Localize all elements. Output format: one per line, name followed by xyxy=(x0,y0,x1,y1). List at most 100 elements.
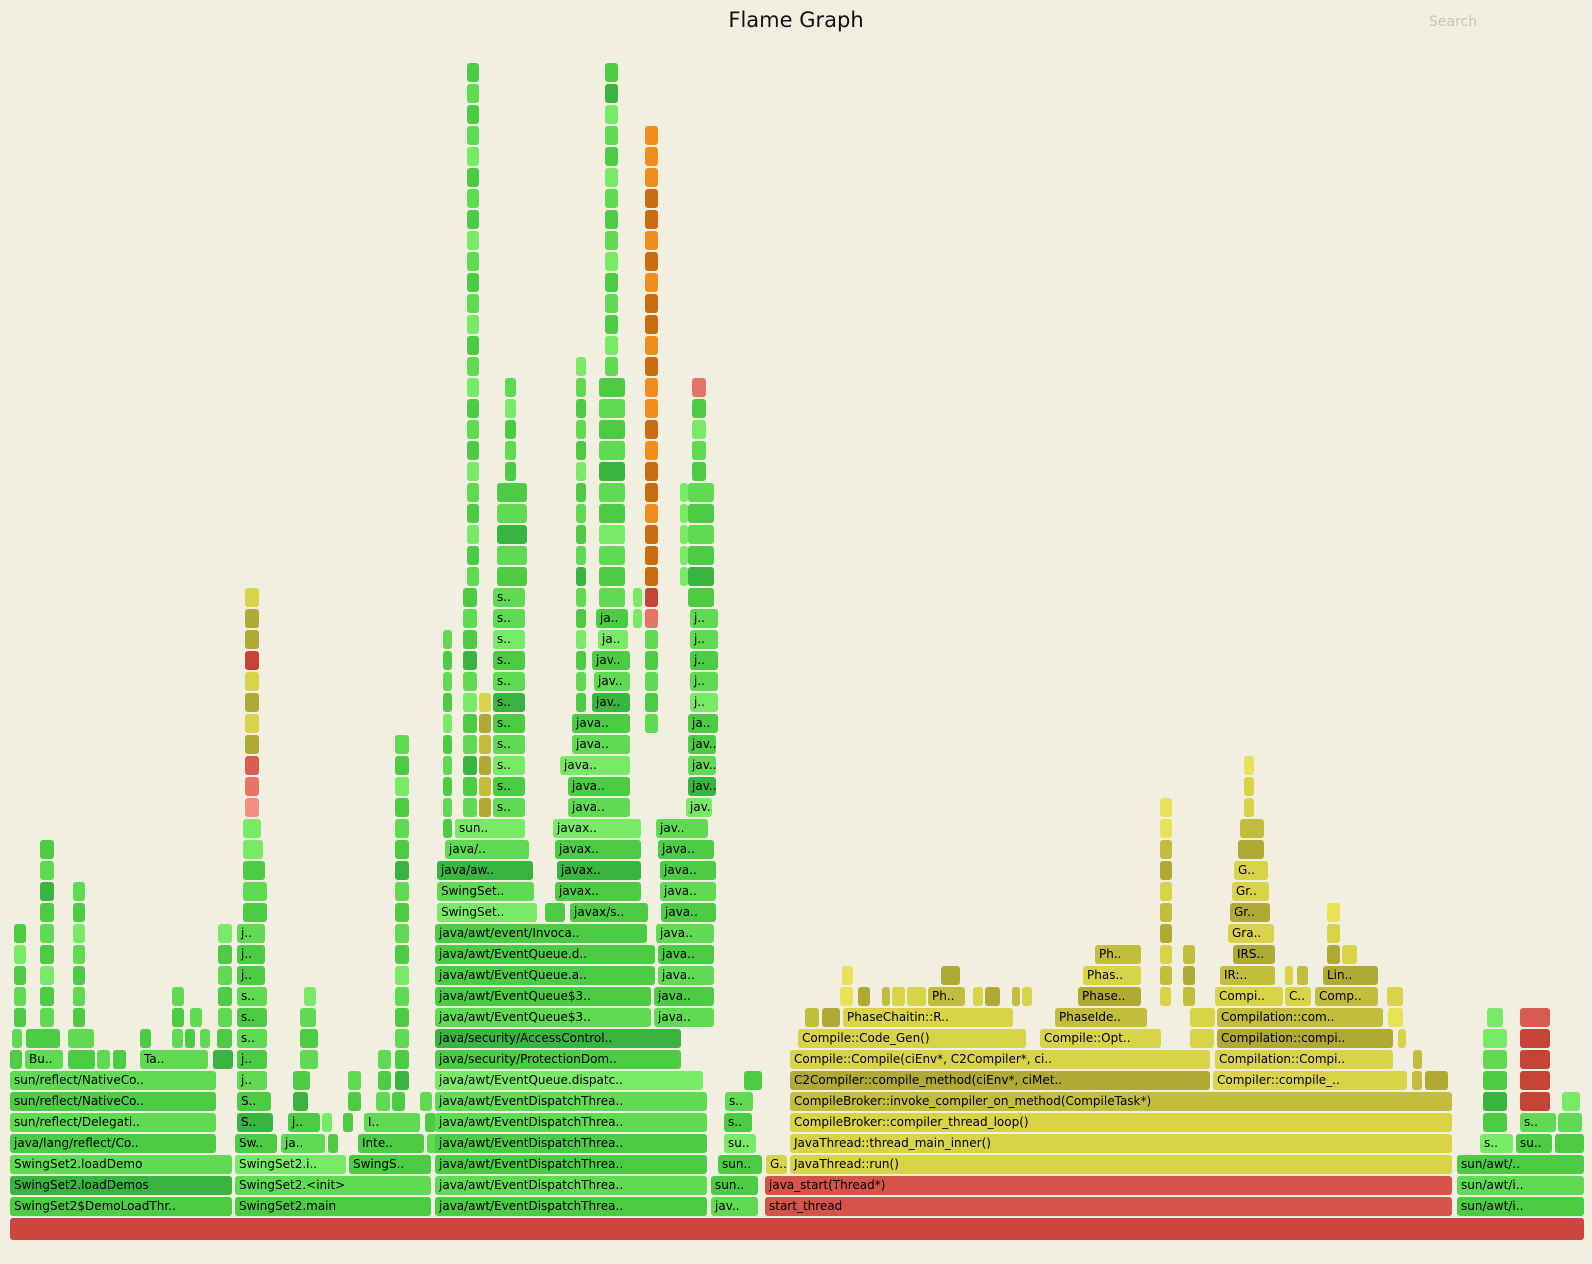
frame-block[interactable] xyxy=(300,1050,318,1069)
frame-block[interactable] xyxy=(218,1008,232,1027)
frame-block[interactable] xyxy=(645,672,658,691)
frame-ja[interactable]: ja.. xyxy=(688,714,718,733)
frame-block[interactable] xyxy=(1425,1071,1448,1090)
frame-block[interactable] xyxy=(605,315,618,334)
frame-block[interactable] xyxy=(605,336,618,355)
frame-block[interactable] xyxy=(73,903,85,922)
frame-block[interactable] xyxy=(1297,966,1308,985)
frame-block[interactable] xyxy=(842,966,853,985)
frame-block[interactable] xyxy=(463,609,477,628)
frame-block[interactable] xyxy=(185,1029,195,1048)
frame-block[interactable] xyxy=(645,399,658,418)
frame-compiler-compile[interactable]: Compiler::compile_.. xyxy=(1213,1071,1407,1090)
frame-s[interactable]: s.. xyxy=(493,756,525,775)
frame-ph[interactable]: Ph.. xyxy=(1095,945,1141,964)
frame-java[interactable]: java.. xyxy=(654,987,714,1006)
frame-block[interactable] xyxy=(645,693,658,712)
frame-java-awt-eventdispatchthrea[interactable]: java/awt/EventDispatchThrea.. xyxy=(435,1134,707,1153)
frame-block[interactable] xyxy=(576,609,586,628)
frame-block[interactable] xyxy=(1238,840,1264,859)
frame-block[interactable] xyxy=(395,798,409,817)
frame-block[interactable] xyxy=(467,567,479,586)
frame-block[interactable] xyxy=(218,945,232,964)
frame-inte[interactable]: Inte.. xyxy=(358,1134,424,1153)
frame-block[interactable] xyxy=(463,735,477,754)
frame-s[interactable]: s.. xyxy=(493,693,525,712)
frame-block[interactable] xyxy=(840,987,853,1006)
frame-block[interactable] xyxy=(463,777,477,796)
frame-block[interactable] xyxy=(243,840,263,859)
frame-block[interactable] xyxy=(467,483,479,502)
frame-block[interactable] xyxy=(985,987,1000,1006)
frame-javax-s[interactable]: javax/s.. xyxy=(570,903,648,922)
frame-block[interactable] xyxy=(1160,861,1172,880)
frame-comp[interactable]: Comp.. xyxy=(1315,987,1378,1006)
frame-block[interactable] xyxy=(395,861,409,880)
frame-java-awt-eventdispatchthrea[interactable]: java/awt/EventDispatchThrea.. xyxy=(435,1176,707,1195)
frame-block[interactable] xyxy=(1160,945,1172,964)
frame-block[interactable] xyxy=(443,630,452,649)
frame-block[interactable] xyxy=(858,987,870,1006)
frame-block[interactable] xyxy=(467,315,479,334)
frame-block[interactable] xyxy=(576,483,586,502)
frame-block[interactable] xyxy=(605,294,618,313)
frame-block[interactable] xyxy=(645,357,658,376)
frame-s[interactable]: s.. xyxy=(725,1092,753,1111)
frame-block[interactable] xyxy=(463,693,477,712)
frame-block[interactable] xyxy=(1022,987,1032,1006)
frame-block[interactable] xyxy=(605,189,618,208)
frame-block[interactable] xyxy=(645,147,658,166)
frame-block[interactable] xyxy=(479,756,491,775)
frame-block[interactable] xyxy=(907,987,926,1006)
frame-block[interactable] xyxy=(576,420,586,439)
frame-block[interactable] xyxy=(1520,1071,1550,1090)
frame-block[interactable] xyxy=(505,420,516,439)
frame-block[interactable] xyxy=(645,420,658,439)
frame-phas[interactable]: Phas.. xyxy=(1083,966,1141,985)
frame-block[interactable] xyxy=(395,924,409,943)
frame-block[interactable] xyxy=(1483,1050,1507,1069)
frame-g[interactable]: G.. xyxy=(766,1155,787,1174)
frame-block[interactable] xyxy=(467,252,479,271)
frame-block[interactable] xyxy=(645,231,658,250)
frame-swings[interactable]: SwingS.. xyxy=(349,1155,431,1174)
frame-s[interactable]: s.. xyxy=(493,798,525,817)
frame-j[interactable]: j.. xyxy=(237,924,265,943)
frame-jav[interactable]: jav.. xyxy=(686,798,712,817)
frame-block[interactable] xyxy=(505,441,516,460)
frame-block[interactable] xyxy=(467,168,479,187)
frame-java[interactable]: java.. xyxy=(560,756,630,775)
frame-block[interactable] xyxy=(1183,966,1195,985)
frame-java[interactable]: java.. xyxy=(660,882,716,901)
frame-block[interactable] xyxy=(300,1029,318,1048)
frame-block[interactable] xyxy=(467,357,479,376)
frame-start-thread[interactable]: start_thread xyxy=(765,1197,1452,1216)
frame-block[interactable] xyxy=(26,1029,60,1048)
frame-block[interactable] xyxy=(576,441,586,460)
frame-block[interactable] xyxy=(1412,1071,1422,1090)
frame-block[interactable] xyxy=(1160,882,1172,901)
frame-block[interactable] xyxy=(576,651,586,670)
frame-block[interactable] xyxy=(463,630,477,649)
frame-block[interactable] xyxy=(805,1008,819,1027)
frame-java[interactable]: java.. xyxy=(568,798,630,817)
frame-block[interactable] xyxy=(692,399,706,418)
frame-java[interactable]: java.. xyxy=(654,1008,714,1027)
frame-block[interactable] xyxy=(645,609,658,628)
frame-block[interactable] xyxy=(245,777,259,796)
frame-block[interactable] xyxy=(243,819,261,838)
frame-javax[interactable]: javax.. xyxy=(555,882,641,901)
frame-block[interactable] xyxy=(425,1113,436,1132)
frame-swingset2-loaddemos[interactable]: SwingSet2.loadDemos xyxy=(10,1176,232,1195)
frame-block[interactable] xyxy=(605,168,618,187)
frame-block[interactable] xyxy=(245,630,259,649)
frame-s[interactable]: S.. xyxy=(237,1092,271,1111)
frame-ph[interactable]: Ph.. xyxy=(928,987,965,1006)
frame-block[interactable] xyxy=(497,525,527,544)
frame-j[interactable]: j.. xyxy=(690,609,718,628)
frame-bu[interactable]: Bu.. xyxy=(25,1050,63,1069)
frame-c[interactable]: C.. xyxy=(1285,987,1311,1006)
frame-block[interactable] xyxy=(443,798,452,817)
frame-block[interactable] xyxy=(213,1050,233,1069)
frame-block[interactable] xyxy=(1387,987,1403,1006)
